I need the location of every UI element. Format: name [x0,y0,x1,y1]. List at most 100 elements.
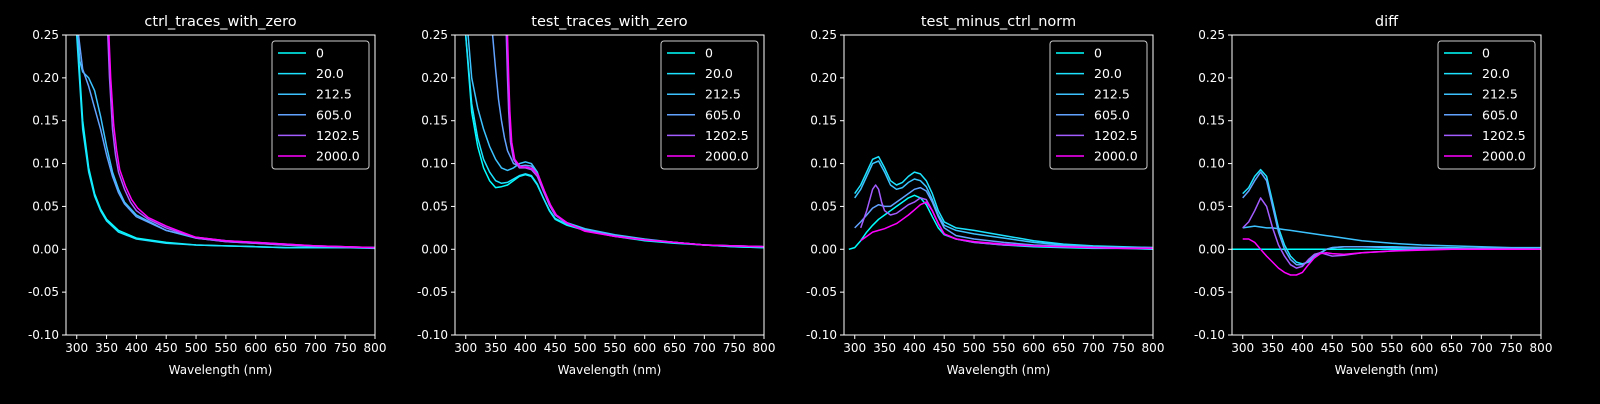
y-tick-label: -0.05 [806,285,837,299]
y-tick-label: 0.20 [421,71,448,85]
y-tick-label: 0.10 [1198,157,1225,171]
x-tick-label: 450 [1321,341,1344,355]
legend-label: 20.0 [316,66,344,81]
chart-panel-2: 300 350 400 450 500 550 600 650 700 750 800 -0.10 -0… [417,14,776,377]
x-axis-label: Wavelength (nm) [947,363,1051,377]
series-line-2000.0 [860,201,1153,250]
series-line-605.0 [1242,171,1541,266]
legend-label: 605.0 [316,107,352,122]
legend-label: 0 [1482,46,1490,61]
chart-title: test_minus_ctrl_norm [921,14,1076,30]
y-tick-label: 0.05 [810,199,837,213]
y-tick-label: 0.25 [810,28,837,42]
x-tick-label: 750 [334,341,357,355]
x-tick-label: 400 [125,341,148,355]
y-tick-label: 0.15 [421,114,448,128]
series-group [75,35,375,250]
y-tick-label: 0.05 [32,199,59,213]
x-tick-label: 300 [843,341,866,355]
y-tick-label: 0.20 [810,71,837,85]
y-tick-label: 0.05 [421,199,448,213]
legend-label: 1202.5 [316,128,360,143]
series-group [464,35,764,249]
y-tick-label: 0.10 [421,157,448,171]
x-tick-label: 400 [1291,341,1314,355]
series-line-1202.5 [1242,197,1541,269]
legend-label: 1202.5 [1094,128,1138,143]
x-tick-label: 300 [65,341,88,355]
y-tick-label: 0.15 [810,114,837,128]
x-tick-label: 550 [214,341,237,355]
x-tick-label: 300 [454,341,477,355]
x-tick-label: 300 [1231,341,1254,355]
x-axis-label: Wavelength (nm) [169,363,273,377]
x-tick-label: 500 [185,341,208,355]
legend: 0 20.0 212.5 605.0 1202.5 2000.0 [271,40,370,170]
chart-panel-1: 300 350 400 450 500 550 600 650 700 750 800 -0.10 -0… [28,14,387,377]
x-axis-label: Wavelength (nm) [1335,363,1439,377]
x-tick-label: 750 [723,341,746,355]
legend: 0 20.0 212.5 605.0 1202.5 2000.0 [1049,40,1148,170]
series-line-2000.0 [1242,238,1541,276]
legend-label: 212.5 [316,87,352,102]
series-line-2000.0 [506,35,764,248]
y-tick-label: 0.05 [1198,199,1225,213]
x-tick-label: 800 [364,341,387,355]
x-tick-label: 700 [1470,341,1493,355]
x-tick-label: 600 [1410,341,1433,355]
x-tick-label: 500 [1351,341,1374,355]
x-tick-label: 650 [1440,341,1463,355]
chart-title: diff [1375,14,1399,30]
y-tick-label: -0.10 [1194,328,1225,342]
x-tick-label: 550 [992,341,1015,355]
y-tick-label: 0.00 [32,242,59,256]
legend-label: 0 [1094,46,1102,61]
y-tick-label: -0.10 [417,328,448,342]
x-tick-label: 400 [903,341,926,355]
y-tick-label: 0.15 [1198,114,1225,128]
series-line-212.5 [1242,225,1541,249]
x-tick-label: 600 [1022,341,1045,355]
x-tick-label: 700 [693,341,716,355]
legend-label: 2000.0 [316,149,360,164]
series-group [1232,168,1541,276]
x-tick-label: 700 [1082,341,1105,355]
x-tick-label: 800 [753,341,776,355]
legend: 0 20.0 212.5 605.0 1202.5 2000.0 [660,40,759,170]
x-tick-label: 750 [1500,341,1523,355]
legend-label: 212.5 [1094,87,1130,102]
axes-frame [454,34,765,336]
axes-frame [843,34,1154,336]
axes-frame [1231,34,1542,336]
x-axis-label: Wavelength (nm) [558,363,662,377]
legend-label: 2000.0 [1482,149,1526,164]
x-tick-label: 550 [603,341,626,355]
legend-label: 2000.0 [705,149,749,164]
x-tick-label: 400 [514,341,537,355]
y-tick-label: -0.05 [417,285,448,299]
y-tick-label: 0.25 [421,28,448,42]
legend-label: 605.0 [1094,107,1130,122]
legend-label: 20.0 [1482,66,1510,81]
series-line-20.0 [75,35,375,250]
x-tick-label: 650 [663,341,686,355]
legend-label: 605.0 [705,107,741,122]
x-tick-label: 500 [574,341,597,355]
x-tick-label: 450 [155,341,178,355]
y-tick-label: 0.25 [32,28,59,42]
y-tick-label: 0.15 [32,114,59,128]
legend-label: 0 [316,46,324,61]
series-line-20.0 [854,155,1153,249]
chart-title: ctrl_traces_with_zero [144,14,296,30]
legend-label: 20.0 [1094,66,1122,81]
x-tick-label: 600 [633,341,656,355]
y-tick-label: -0.10 [28,328,59,342]
y-tick-label: 0.25 [1198,28,1225,42]
x-tick-label: 350 [1261,341,1284,355]
series-line-605.0 [854,186,1153,249]
x-tick-label: 650 [1052,341,1075,355]
series-group [848,155,1153,251]
x-tick-label: 550 [1380,341,1403,355]
